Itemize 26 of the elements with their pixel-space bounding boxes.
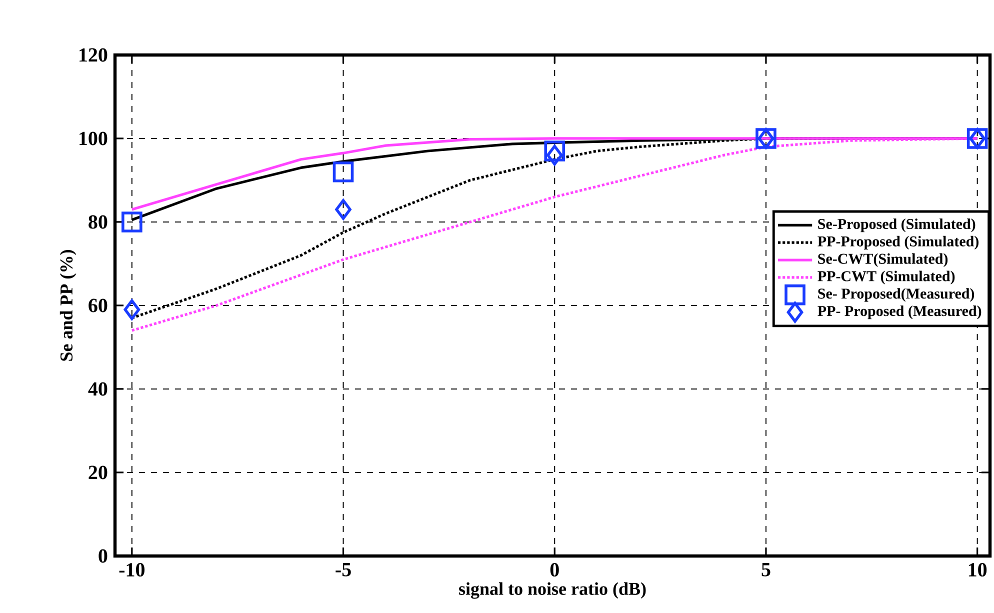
y-tick-label: 40 xyxy=(88,382,108,396)
legend-label: Se-Proposed (Simulated) xyxy=(818,218,976,232)
legend-label: Se- Proposed(Measured) xyxy=(818,288,974,302)
x-tick-label: 10 xyxy=(968,563,987,577)
y-tick-label: 60 xyxy=(88,298,108,312)
y-tick-label: 20 xyxy=(88,466,108,480)
point xyxy=(544,140,566,162)
x-axis-title: signal to noise ratio (dB) xyxy=(459,582,646,599)
y-tick-label: 0 xyxy=(98,549,108,563)
legend-label: PP-CWT (Simulated) xyxy=(818,270,955,284)
y-axis-title: Se and PP (%) xyxy=(60,250,76,361)
legend-label: Se-CWT(Simulated) xyxy=(818,253,948,267)
legend-label: PP-Proposed (Simulated) xyxy=(818,236,979,250)
x-tick-label: 5 xyxy=(762,563,770,576)
x-tick-label: 0 xyxy=(550,563,559,577)
point xyxy=(546,144,563,166)
legend-label: PP- Proposed (Measured) xyxy=(818,306,982,320)
y-tick-label: 100 xyxy=(80,132,108,146)
point xyxy=(335,199,352,220)
y-tick-label: 80 xyxy=(88,215,108,229)
point xyxy=(332,161,354,182)
y-tick-label: 120 xyxy=(80,48,108,62)
point xyxy=(124,299,140,320)
x-tick-label: -5 xyxy=(336,563,351,576)
x-tick-label: -10 xyxy=(119,563,144,577)
point xyxy=(122,212,142,232)
